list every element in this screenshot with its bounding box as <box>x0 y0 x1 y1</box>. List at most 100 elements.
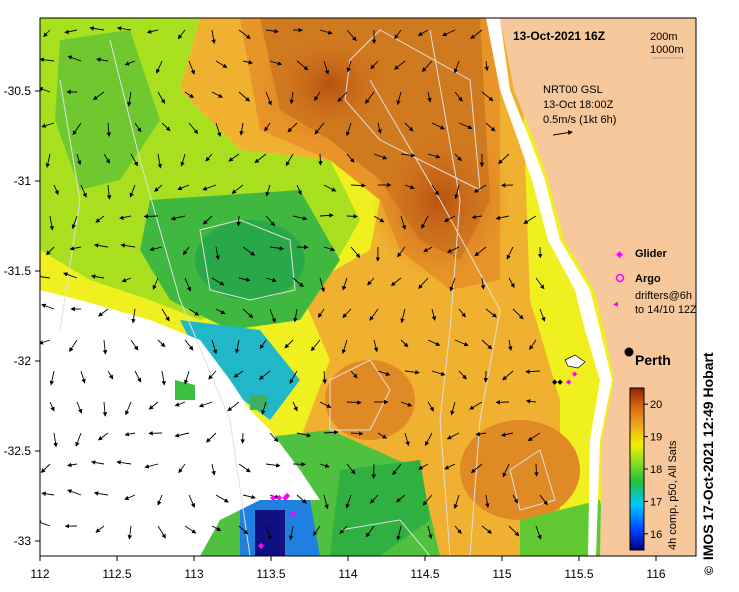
current-arrow-icon <box>319 213 334 218</box>
current-arrow-icon <box>184 91 195 98</box>
current-arrow-icon <box>370 60 379 70</box>
current-arrow-icon <box>205 153 213 162</box>
current-arrow-icon <box>481 525 493 534</box>
current-arrow-icon <box>215 494 229 503</box>
current-arrow-icon <box>396 525 402 541</box>
current-arrow-icon <box>446 246 460 253</box>
current-arrow-icon <box>238 525 249 535</box>
current-arrow-icon <box>215 246 220 260</box>
current-arrow-icon <box>69 339 78 353</box>
lat-tick-label: -31.5 <box>4 264 32 278</box>
current-arrow-icon <box>319 463 330 468</box>
current-arrow-icon <box>265 184 271 197</box>
current-arrow-icon <box>346 400 362 405</box>
current-arrow-icon <box>323 494 329 510</box>
current-arrow-icon <box>127 91 132 107</box>
current-time: 13-Oct 18:00Z <box>543 99 614 111</box>
colorbar-tick-label: 20 <box>650 399 662 411</box>
current-arrow-icon <box>269 308 276 323</box>
svg-text:◆◆◆: ◆◆◆ <box>270 493 289 502</box>
current-arrow-icon <box>346 60 352 73</box>
current-arrow-icon <box>323 184 337 192</box>
current-arrow-icon <box>474 246 487 257</box>
legend-argo: Argo <box>635 273 661 285</box>
current-arrow-icon <box>404 184 415 190</box>
current-arrow-icon <box>523 215 537 224</box>
current-arrow-icon <box>102 401 108 417</box>
current-arrow-icon <box>184 277 192 292</box>
lat-tick-label: -32.5 <box>4 444 32 458</box>
current-arrow-icon <box>502 463 510 478</box>
current-arrow-icon <box>53 432 58 448</box>
current-arrow-icon <box>148 401 159 410</box>
current-arrow-icon <box>314 91 321 101</box>
current-arrow-icon <box>289 370 298 384</box>
current-arrow-icon <box>394 29 402 40</box>
current-arrow-icon <box>269 494 280 499</box>
current-arrow-icon <box>284 339 294 349</box>
current-arrow-icon <box>40 339 51 345</box>
longitude-axis: 112 112.5 113 113.5 114 114.5 115 115.5 116 <box>30 556 666 581</box>
current-arrow-icon <box>450 401 456 416</box>
land-mass <box>500 18 696 556</box>
colorbar-tick-label: 17 <box>650 496 662 508</box>
current-arrow-icon <box>96 57 109 62</box>
current-arrow-icon <box>296 60 309 71</box>
current-arrow-icon <box>345 494 352 509</box>
colorbar-label: 4h comp, p50, All Sats <box>667 440 679 550</box>
colorbar-tick-label: 18 <box>650 464 662 476</box>
current-arrow-icon <box>75 432 82 447</box>
current-arrow-icon <box>228 153 240 162</box>
current-arrow-icon <box>296 432 312 438</box>
glider-icon: ◆ <box>616 249 623 259</box>
lon-tick-label: 116 <box>646 567 665 581</box>
current-arrow-icon <box>446 432 460 440</box>
current-arrow-icon <box>512 308 524 320</box>
current-arrow-icon <box>322 370 327 385</box>
current-arrow-icon <box>475 431 487 437</box>
current-arrow-icon <box>469 401 483 410</box>
current-arrow-icon <box>41 122 55 128</box>
current-arrow-icon <box>157 153 163 169</box>
current-arrow-icon <box>233 370 244 378</box>
current-arrow-icon <box>116 26 132 31</box>
current-arrow-icon <box>317 308 325 318</box>
current-arrow-icon <box>373 153 388 160</box>
current-arrow-icon <box>215 60 228 68</box>
current-arrow-icon <box>427 525 433 540</box>
current-arrow-icon <box>157 525 166 539</box>
current-arrow-icon <box>427 339 441 346</box>
current-arrow-icon <box>323 430 339 435</box>
current-arrow-icon <box>106 184 112 200</box>
current-arrow-icon <box>239 122 244 136</box>
current-arrow-icon <box>427 153 441 159</box>
svg-text:◆: ◆ <box>566 379 572 386</box>
lon-tick-label: 112.5 <box>102 567 131 581</box>
current-arrow-icon <box>367 277 375 286</box>
current-arrow-icon <box>346 463 356 475</box>
current-arrow-icon <box>80 184 87 198</box>
current-arrow-icon <box>319 401 332 408</box>
current-arrow-icon <box>161 308 170 322</box>
lon-tick-label: 113 <box>184 567 203 581</box>
map-date-title: 13-Oct-2021 16Z <box>513 29 605 43</box>
current-arrow-icon <box>346 153 355 163</box>
current-scale: 0.5m/s (1kt 6h) <box>543 114 616 126</box>
current-arrow-icon <box>369 308 379 321</box>
current-arrow-icon <box>365 525 375 538</box>
current-arrow-icon <box>319 277 325 293</box>
current-arrow-icon <box>63 272 78 279</box>
current-arrow-icon <box>238 277 251 282</box>
current-arrow-icon <box>404 122 414 132</box>
current-arrow-icon <box>313 525 321 537</box>
current-arrow-icon <box>292 277 304 288</box>
current-arrow-icon <box>238 29 251 39</box>
current-arrow-icon <box>188 122 199 135</box>
svg-text:◆: ◆ <box>258 541 265 550</box>
current-arrow-icon <box>242 494 256 500</box>
current-arrow-icon <box>396 91 402 106</box>
current-arrow-icon <box>458 122 473 130</box>
current-arrow-icon <box>184 370 190 385</box>
current-arrow-icon <box>188 308 200 316</box>
current-arrow-icon <box>421 215 429 229</box>
